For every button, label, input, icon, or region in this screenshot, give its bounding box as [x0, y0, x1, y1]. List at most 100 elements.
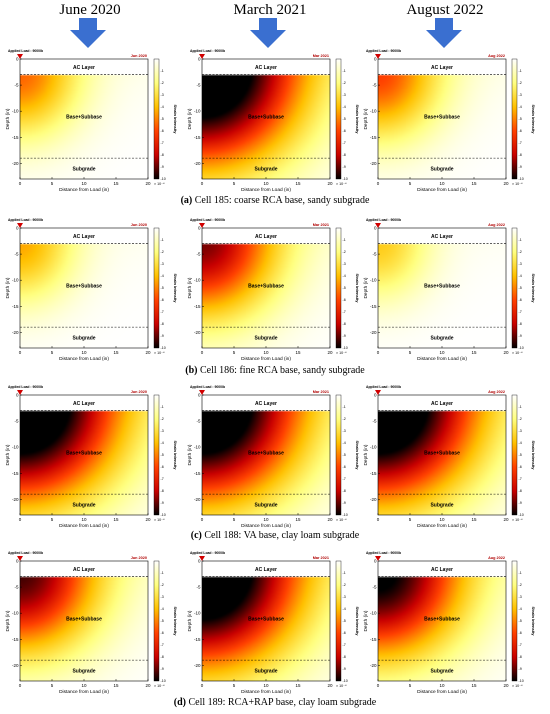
ac-layer-label: AC Layer — [255, 234, 277, 240]
base-subbase-label: Base+Subbase — [66, 283, 102, 289]
applied-load-marker — [375, 223, 381, 228]
colorbar-exponent: × 10⁻⁴ — [336, 351, 347, 355]
subgrade-label: Subgrade — [430, 167, 453, 173]
strain-field-image — [20, 228, 148, 348]
x-axis-label: Distance from Load (in) — [59, 523, 109, 529]
ac-layer-label: AC Layer — [255, 567, 277, 573]
colorbar-tick-label: -1 — [161, 238, 164, 242]
colorbar-label: Strain Intensity — [173, 274, 178, 304]
colorbar-tick-label: -8 — [519, 153, 522, 157]
subgrade-label: Subgrade — [430, 336, 453, 342]
applied-load-marker — [199, 390, 205, 395]
ac-layer-label: AC Layer — [431, 65, 453, 71]
base-subbase-label: Base+Subbase — [248, 283, 284, 289]
column-title-march-2021: March 2021 — [233, 2, 307, 18]
colorbar-tick-label: -9 — [519, 501, 522, 505]
y-tick-label: -10 — [194, 445, 201, 450]
colorbar-label: Strain Intensity — [531, 274, 536, 304]
x-tick-label: 5 — [233, 683, 236, 688]
colorbar-tick-label: -7 — [343, 310, 346, 314]
ac-layer-label: AC Layer — [73, 234, 95, 240]
applied-load-label: Applied Load : 9000lb — [8, 551, 43, 555]
y-tick-label: -10 — [370, 278, 377, 283]
y-axis-label: Depth (in) — [5, 610, 11, 631]
y-tick-label: -5 — [14, 83, 18, 88]
applied-load-marker — [17, 223, 23, 228]
x-tick-label: 20 — [327, 350, 333, 355]
y-tick-label: -20 — [370, 161, 377, 166]
x-axis-label: Distance from Load (in) — [241, 689, 291, 695]
y-tick-label: -15 — [12, 471, 19, 476]
colorbar-tick-label: -1 — [343, 238, 346, 242]
applied-load-marker — [375, 556, 381, 561]
ac-layer-label: AC Layer — [255, 65, 277, 71]
x-tick-label: 5 — [233, 181, 236, 186]
x-tick-label: 0 — [19, 683, 22, 688]
colorbar-tick-label: -10 — [343, 177, 348, 181]
colorbar-tick-label: -9 — [161, 334, 164, 338]
colorbar-tick-label: -2 — [161, 583, 164, 587]
y-axis-label: Depth (in) — [5, 277, 11, 298]
x-axis-label: Distance from Load (in) — [417, 187, 467, 193]
colorbar-tick-label: -1 — [161, 571, 164, 575]
panel-date-tag: Mar 2021 — [313, 223, 329, 227]
colorbar — [335, 560, 342, 682]
y-tick-label: -10 — [12, 611, 19, 616]
x-axis-label: Distance from Load (in) — [241, 523, 291, 529]
subgrade-label: Subgrade — [430, 503, 453, 509]
colorbar-tick-label: -9 — [161, 165, 164, 169]
y-axis-label: Depth (in) — [187, 610, 193, 631]
applied-load-marker — [375, 390, 381, 395]
colorbar-tick-label: -8 — [519, 655, 522, 659]
colorbar-tick-label: -6 — [161, 129, 164, 133]
applied-load-marker — [199, 223, 205, 228]
caption-label: (d) — [173, 697, 186, 708]
colorbar-tick-label: -10 — [161, 513, 166, 517]
caption-text: Cell 188: VA base, clay loam subgrade — [201, 530, 360, 541]
base-subbase-label: Base+Subbase — [424, 616, 460, 622]
colorbar-tick-label: -9 — [161, 667, 164, 671]
x-axis-label: Distance from Load (in) — [59, 356, 109, 362]
colorbar-tick-label: -8 — [161, 153, 164, 157]
colorbar-tick-label: -2 — [161, 417, 164, 421]
x-axis-label: Distance from Load (in) — [59, 187, 109, 193]
colorbar-tick-label: -1 — [343, 571, 346, 575]
colorbar-tick-label: -1 — [161, 69, 164, 73]
x-tick-label: 5 — [233, 517, 236, 522]
x-axis-label: Distance from Load (in) — [417, 523, 467, 529]
applied-load-label: Applied Load : 9000lb — [190, 49, 225, 53]
x-tick-label: 15 — [113, 683, 119, 688]
x-axis-label: Distance from Load (in) — [59, 689, 109, 695]
y-tick-label: -20 — [370, 497, 377, 502]
colorbar-tick-label: -8 — [343, 153, 346, 157]
colorbar-tick-label: -3 — [519, 93, 522, 97]
colorbar-tick-label: -4 — [519, 274, 522, 278]
y-axis-label: Depth (in) — [5, 444, 11, 465]
colorbar-label: Strain Intensity — [355, 274, 360, 304]
panel-date-tag: Jun 2020 — [131, 54, 147, 58]
applied-load-marker — [199, 556, 205, 561]
strain-field-image — [202, 561, 330, 681]
strain-field-image — [202, 395, 330, 515]
colorbar-tick-label: -2 — [519, 81, 522, 85]
column-title-august-2022: August 2022 — [406, 2, 484, 18]
colorbar-label: Strain Intensity — [355, 441, 360, 471]
applied-load-label: Applied Load : 9000lb — [8, 49, 43, 53]
colorbar-tick-label: -9 — [519, 334, 522, 338]
colorbar-tick-label: -5 — [343, 453, 346, 457]
colorbar-tick-label: -9 — [343, 334, 346, 338]
y-tick-label: 0 — [374, 393, 377, 398]
y-tick-label: -15 — [194, 471, 201, 476]
colorbar — [335, 227, 342, 349]
colorbar-exponent: × 10⁻⁴ — [154, 684, 165, 688]
ac-layer-label: AC Layer — [73, 401, 95, 407]
colorbar-tick-label: -9 — [519, 165, 522, 169]
y-tick-label: -20 — [12, 663, 19, 668]
colorbar-tick-label: -8 — [343, 322, 346, 326]
colorbar-tick-label: -10 — [519, 177, 524, 181]
x-tick-label: 20 — [503, 683, 509, 688]
colorbar-tick-label: -2 — [161, 81, 164, 85]
applied-load-marker — [199, 54, 205, 59]
colorbar-tick-label: -7 — [519, 477, 522, 481]
x-tick-label: 15 — [471, 683, 477, 688]
